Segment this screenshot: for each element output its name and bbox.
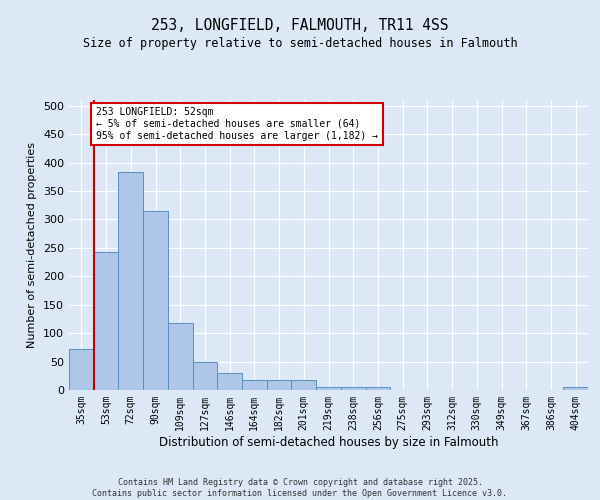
Text: 253 LONGFIELD: 52sqm
← 5% of semi-detached houses are smaller (64)
95% of semi-d: 253 LONGFIELD: 52sqm ← 5% of semi-detach… <box>96 108 378 140</box>
Bar <box>69 349 94 390</box>
Bar <box>563 387 588 390</box>
Bar <box>316 387 341 390</box>
Bar <box>365 387 390 390</box>
Text: Contains HM Land Registry data © Crown copyright and database right 2025.
Contai: Contains HM Land Registry data © Crown c… <box>92 478 508 498</box>
Text: Size of property relative to semi-detached houses in Falmouth: Size of property relative to semi-detach… <box>83 38 517 51</box>
Y-axis label: Number of semi-detached properties: Number of semi-detached properties <box>28 142 37 348</box>
Bar <box>341 387 365 390</box>
Bar <box>193 362 217 390</box>
Bar <box>267 380 292 390</box>
Bar <box>168 324 193 390</box>
X-axis label: Distribution of semi-detached houses by size in Falmouth: Distribution of semi-detached houses by … <box>159 436 498 448</box>
Bar <box>143 211 168 390</box>
Bar <box>94 252 118 390</box>
Bar <box>292 380 316 390</box>
Bar <box>118 172 143 390</box>
Bar <box>242 380 267 390</box>
Bar <box>217 373 242 390</box>
Text: 253, LONGFIELD, FALMOUTH, TR11 4SS: 253, LONGFIELD, FALMOUTH, TR11 4SS <box>151 18 449 32</box>
